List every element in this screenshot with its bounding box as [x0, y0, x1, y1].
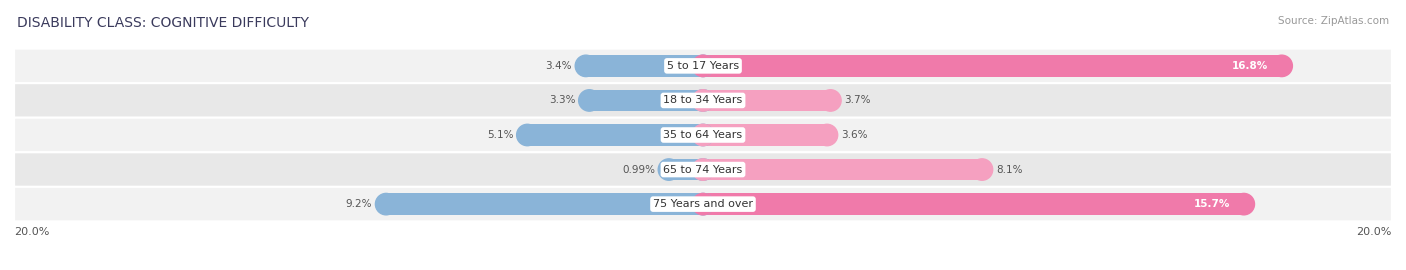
FancyBboxPatch shape — [14, 187, 1392, 221]
Text: 3.6%: 3.6% — [841, 130, 868, 140]
Text: 16.8%: 16.8% — [1232, 61, 1268, 71]
Bar — [669, 159, 703, 180]
Circle shape — [579, 90, 600, 111]
Circle shape — [692, 124, 714, 146]
FancyBboxPatch shape — [14, 49, 1392, 83]
Text: 5.1%: 5.1% — [486, 130, 513, 140]
Bar — [703, 90, 831, 111]
Bar — [703, 193, 1244, 215]
Circle shape — [820, 90, 841, 111]
Text: 75 Years and over: 75 Years and over — [652, 199, 754, 209]
Text: 0.99%: 0.99% — [621, 164, 655, 175]
Text: 8.1%: 8.1% — [995, 164, 1022, 175]
Circle shape — [516, 124, 538, 146]
Circle shape — [692, 159, 714, 180]
Text: DISABILITY CLASS: COGNITIVE DIFFICULTY: DISABILITY CLASS: COGNITIVE DIFFICULTY — [17, 16, 309, 30]
Circle shape — [692, 90, 714, 111]
Circle shape — [1271, 55, 1292, 77]
Circle shape — [692, 90, 714, 111]
Bar — [387, 193, 703, 215]
Text: 15.7%: 15.7% — [1194, 199, 1230, 209]
Text: 20.0%: 20.0% — [1357, 227, 1392, 237]
Text: 3.4%: 3.4% — [546, 61, 572, 71]
Bar — [527, 124, 703, 146]
Circle shape — [817, 124, 838, 146]
Text: 20.0%: 20.0% — [14, 227, 49, 237]
Bar — [703, 55, 1282, 77]
Text: 35 to 64 Years: 35 to 64 Years — [664, 130, 742, 140]
Bar — [589, 90, 703, 111]
Circle shape — [692, 55, 714, 77]
Text: 9.2%: 9.2% — [346, 199, 373, 209]
Circle shape — [658, 159, 679, 180]
Circle shape — [692, 193, 714, 215]
Circle shape — [1233, 193, 1254, 215]
Circle shape — [692, 55, 714, 77]
FancyBboxPatch shape — [14, 152, 1392, 187]
Text: 65 to 74 Years: 65 to 74 Years — [664, 164, 742, 175]
FancyBboxPatch shape — [14, 118, 1392, 152]
Circle shape — [972, 159, 993, 180]
Text: 3.7%: 3.7% — [844, 95, 870, 106]
Text: Source: ZipAtlas.com: Source: ZipAtlas.com — [1278, 16, 1389, 26]
FancyBboxPatch shape — [14, 83, 1392, 118]
Circle shape — [692, 124, 714, 146]
Text: 5 to 17 Years: 5 to 17 Years — [666, 61, 740, 71]
Text: 18 to 34 Years: 18 to 34 Years — [664, 95, 742, 106]
Circle shape — [692, 193, 714, 215]
Bar — [586, 55, 703, 77]
Circle shape — [575, 55, 596, 77]
Bar — [703, 159, 981, 180]
Bar — [703, 124, 827, 146]
Circle shape — [375, 193, 396, 215]
Text: 3.3%: 3.3% — [550, 95, 575, 106]
Circle shape — [692, 159, 714, 180]
